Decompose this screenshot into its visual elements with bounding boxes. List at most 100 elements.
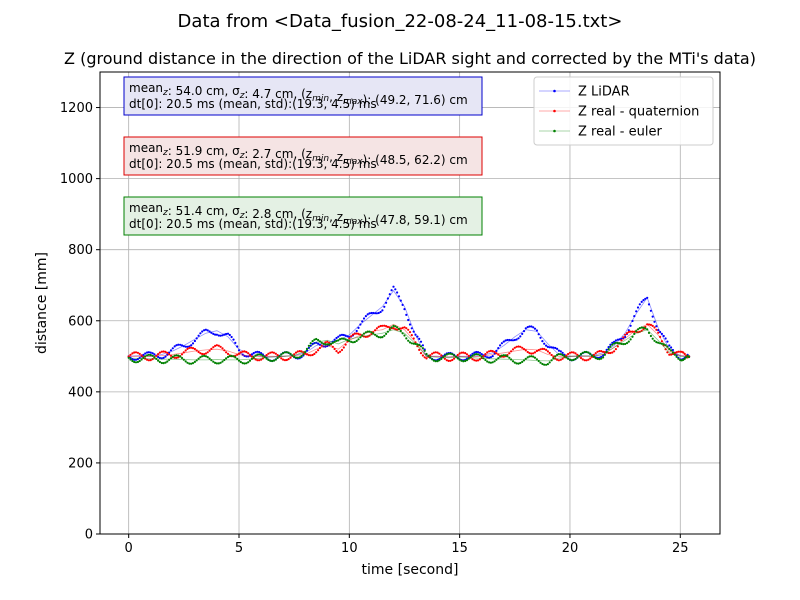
data-point [296,356,299,359]
data-point [620,342,623,345]
data-point [554,355,557,358]
data-point [197,357,200,360]
data-point [532,326,535,329]
data-point [151,352,154,355]
stats-subscript: min [312,154,329,164]
data-point [539,361,542,364]
data-point [537,333,540,336]
data-point [208,330,211,333]
data-point [603,351,607,354]
data-point [524,349,527,352]
data-point [283,359,287,362]
data-point [421,347,424,350]
data-point [675,355,678,358]
data-point [539,348,542,351]
data-point [451,358,454,362]
data-point [197,350,200,354]
data-point [374,312,377,315]
stats-subscript: min [312,214,329,224]
data-point [134,361,138,364]
data-point [638,303,641,306]
data-point [383,324,386,327]
data-point [504,339,507,342]
data-point [399,299,402,302]
data-point [633,332,636,335]
data-point [285,358,288,362]
data-point [243,354,246,357]
data-point [133,358,136,361]
data-point [559,350,562,353]
data-point [533,356,537,359]
data-point [629,324,632,327]
data-point [179,355,182,358]
data-point [283,351,287,354]
data-point [660,342,664,345]
data-point [397,327,401,330]
data-point [390,326,393,329]
data-point [350,340,353,343]
data-point [568,358,572,361]
data-point [305,347,309,350]
data-point [655,341,658,344]
data-point [647,303,651,306]
data-point [631,330,634,333]
data-point [247,355,250,358]
data-point [541,340,544,343]
data-point [399,327,402,330]
data-point [366,335,369,338]
x-tick-label: 20 [562,541,579,556]
data-point [190,344,193,347]
stats-line-1: meanz: 51.4 cm, σz: 2.8 cm, (zmin, zmax)… [129,201,468,227]
data-point [225,357,228,360]
data-point [543,347,546,351]
data-point [515,345,518,348]
data-point [416,345,419,348]
data-point [535,349,539,353]
data-point [642,299,645,302]
data-point [245,362,248,365]
data-point [280,357,283,360]
data-point [157,359,160,362]
data-point [388,293,391,296]
data-point [546,350,550,353]
data-point [210,359,213,362]
data-point [465,359,469,362]
data-point [427,354,430,357]
data-point [392,324,395,327]
data-point [508,356,511,359]
data-point [567,352,570,356]
data-point [649,323,653,326]
data-point [210,331,213,334]
data-point [624,335,627,339]
data-point [613,342,616,345]
data-point [473,353,476,356]
data-point [317,342,320,345]
data-point [160,350,163,353]
data-point [298,350,301,353]
data-point [214,344,217,347]
data-point [324,345,327,348]
data-point [421,354,424,357]
data-point [348,339,351,343]
data-point [315,337,318,341]
data-point [546,363,550,366]
data-point [372,311,375,315]
data-point [442,356,445,359]
data-point [475,359,478,362]
data-point [640,329,643,332]
data-point [677,357,680,360]
data-point [131,358,134,361]
series-line [128,329,690,362]
data-point [177,354,180,357]
data-point [458,352,461,355]
data-point [357,332,360,335]
data-point [622,336,625,339]
data-point [528,355,531,358]
data-point [379,336,382,339]
data-point [419,352,423,355]
data-point [252,352,255,355]
data-point [500,354,503,357]
data-point [638,330,641,333]
data-point [379,324,382,328]
data-point [521,360,524,363]
